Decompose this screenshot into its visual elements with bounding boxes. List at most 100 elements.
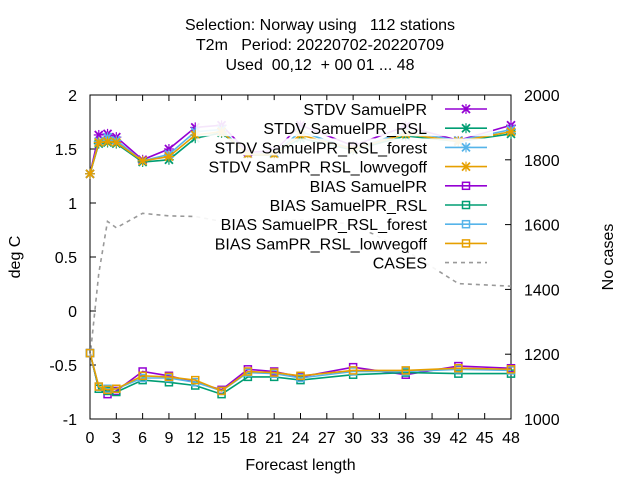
data-point (506, 365, 516, 374)
x-tick-label: 30 (344, 430, 362, 447)
y-tick-label: 1 (68, 196, 77, 213)
y2-tick-label: 1600 (524, 218, 560, 235)
data-point-box (217, 386, 226, 396)
data-point-box (454, 369, 463, 378)
data-point-box (348, 366, 358, 375)
legend-swatch-marker (461, 219, 471, 229)
y2-axis-label: No cases (600, 224, 617, 291)
x-axis-label: Forecast length (245, 457, 355, 474)
x-tick-label: 21 (265, 430, 283, 447)
legend-swatch-marker-box (461, 219, 471, 229)
y2-tick-label: 1200 (524, 347, 560, 364)
data-point (138, 371, 147, 381)
legend-backing (196, 253, 493, 271)
legend-swatch-marker (461, 161, 471, 172)
x-tick-label: 45 (476, 430, 494, 447)
x-tick-label: 6 (138, 430, 147, 447)
chart-title-line-3: Used 00,12 + 00 01 ... 48 (225, 57, 415, 74)
x-tick-label: 42 (449, 430, 467, 447)
data-point-box (138, 371, 147, 381)
data-point (348, 366, 358, 375)
data-point (454, 363, 463, 373)
legend-swatch-marker (461, 123, 471, 134)
data-point-box (454, 363, 463, 373)
y2-tick-label: 1400 (524, 282, 560, 299)
y-tick-label: 0 (68, 304, 77, 321)
chart-title-line-2: T2m Period: 20220702-20220709 (195, 37, 445, 54)
legend-backing (196, 138, 493, 156)
legend-swatch-marker (461, 239, 471, 248)
chart-title-line-1: Selection: Norway using 112 stations (184, 17, 456, 34)
legend-backing (196, 119, 493, 137)
data-point-box (103, 385, 112, 395)
x-tick-label: 18 (239, 430, 257, 447)
legend-swatch-marker (461, 104, 471, 114)
legend-swatch-marker-box (461, 200, 471, 210)
x-tick-label: 36 (397, 430, 415, 447)
data-point (137, 155, 148, 166)
data-point (401, 366, 410, 375)
x-tick-label: 9 (164, 430, 173, 447)
x-tick-label: 15 (213, 430, 231, 447)
y-tick-label: 2 (68, 88, 77, 105)
data-point (454, 369, 463, 378)
legend-backing (196, 100, 493, 117)
data-point-box (401, 366, 410, 375)
legend-label: STDV SamuelPR (303, 102, 427, 119)
data-point-box (269, 368, 279, 377)
x-tick-label: 12 (186, 430, 204, 447)
data-point (191, 375, 200, 385)
legend-backing (196, 215, 493, 233)
legend-label: STDV SamuelPR_RSL_forest (214, 140, 427, 157)
legend-backing (196, 157, 493, 175)
data-point (217, 386, 226, 396)
data-point (269, 368, 279, 377)
data-point (102, 136, 113, 147)
data-point (93, 137, 104, 148)
y-tick-label: -0.5 (49, 358, 77, 375)
data-point (243, 367, 253, 376)
data-point (111, 137, 122, 148)
legend-label: BIAS SamPR_RSL_lowvegoff (215, 236, 428, 253)
legend-label: STDV SamuelPR_RSL (263, 121, 427, 138)
data-point-box (506, 365, 516, 374)
y2-tick-label: 1800 (524, 153, 560, 170)
x-tick-label: 27 (318, 430, 336, 447)
x-tick-label: 24 (292, 430, 310, 447)
data-point-box (112, 384, 121, 394)
x-tick-label: 3 (112, 430, 121, 447)
legend-backing (196, 176, 493, 194)
legend-label: CASES (373, 256, 427, 273)
legend-label: STDV SamPR_RSL_lowvegoff (209, 160, 428, 177)
data-point (85, 168, 95, 179)
legend-label: BIAS SamuelPR (310, 179, 427, 196)
legend-swatch-marker (461, 200, 471, 210)
legend-swatch-marker-box (461, 181, 471, 191)
y2-tick-label: 1000 (524, 412, 560, 429)
x-tick-label: 48 (502, 430, 520, 447)
legend-backing (196, 196, 493, 213)
data-point (506, 126, 516, 137)
data-point (163, 151, 174, 162)
data-point-box (164, 372, 174, 382)
y-tick-label: -1 (63, 412, 77, 429)
legend-label: BIAS SamuelPR_RSL (270, 198, 428, 215)
data-point-box (296, 371, 305, 381)
legend-swatch-marker (461, 181, 471, 191)
data-point (296, 371, 305, 381)
data-point (94, 382, 104, 391)
legend-swatch-marker (461, 142, 471, 153)
y-axis-label: deg C (7, 236, 24, 279)
legend-swatch-marker-box (461, 239, 471, 248)
y2-tick-label: 2000 (524, 88, 560, 105)
x-tick-label: 33 (371, 430, 389, 447)
legend-label: BIAS SamuelPR_RSL_forest (221, 217, 428, 234)
data-point (164, 372, 174, 382)
data-point-box (94, 382, 104, 391)
x-tick-label: 0 (86, 430, 95, 447)
data-point-box (243, 367, 253, 376)
data-point (112, 384, 121, 394)
data-point (103, 385, 112, 395)
y-tick-label: 1.5 (55, 142, 77, 159)
